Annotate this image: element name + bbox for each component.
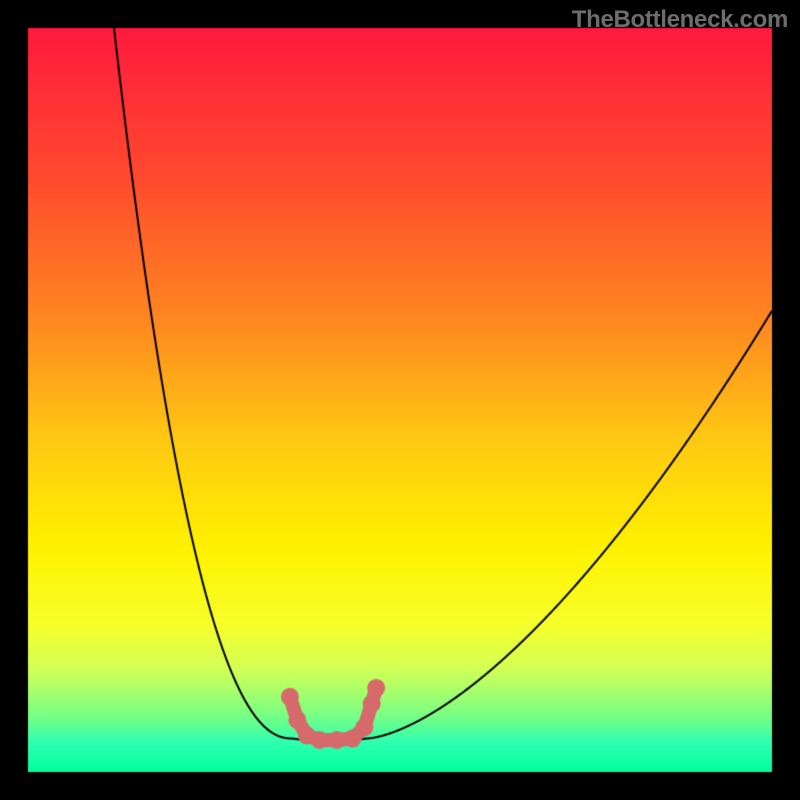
chart-stage: TheBottleneck.com: [0, 0, 800, 800]
chart-canvas: [0, 0, 800, 800]
watermark-text: TheBottleneck.com: [572, 6, 788, 34]
